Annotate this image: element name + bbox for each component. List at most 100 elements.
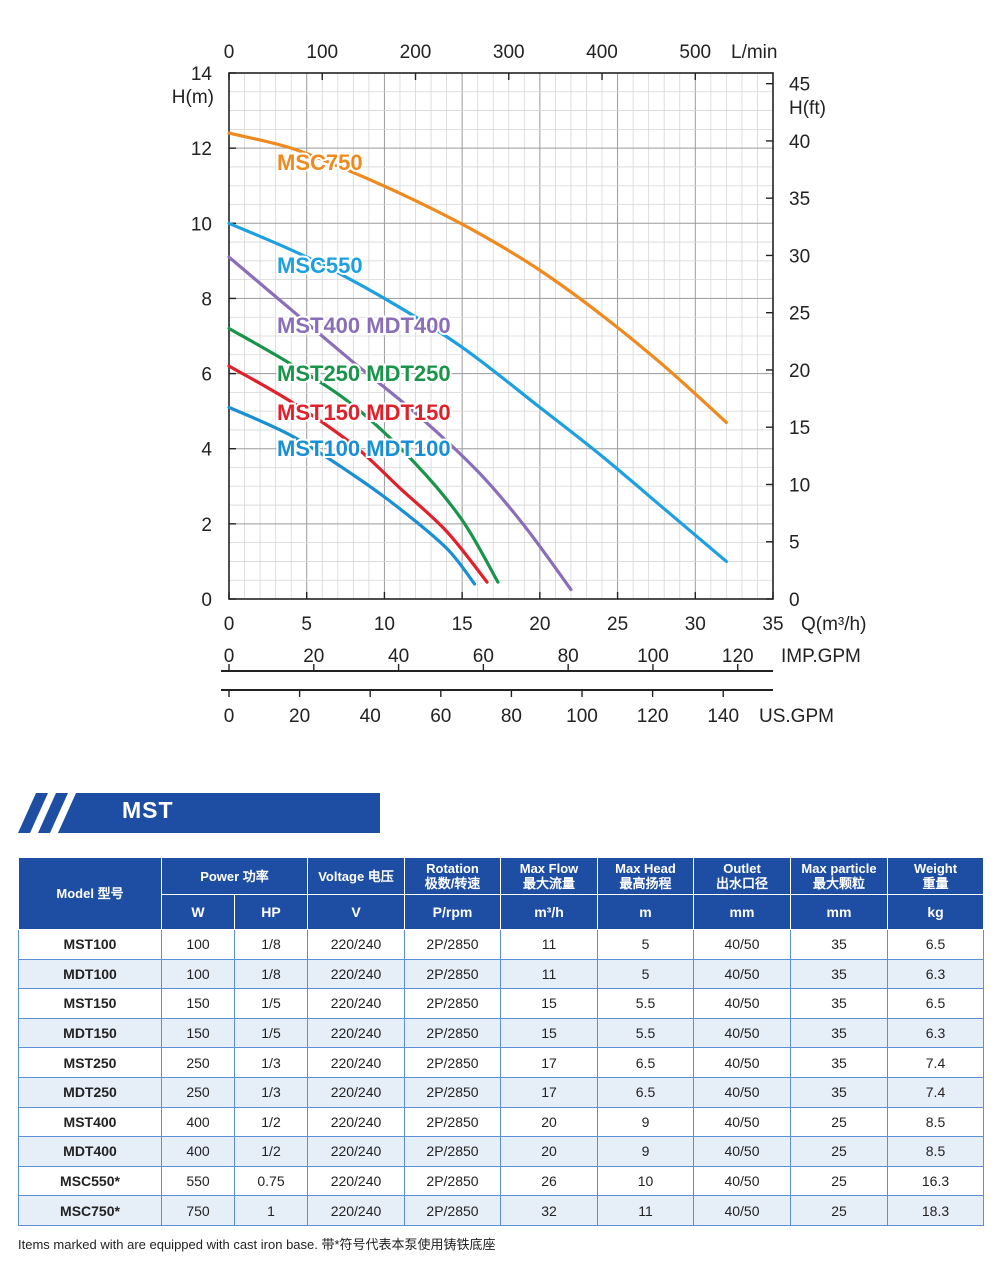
model-cell: MSC550* (18, 1166, 162, 1197)
top-tick-label: 100 (306, 42, 338, 63)
top-tick-label: 0 (224, 42, 235, 63)
imp-tick-label: 40 (388, 646, 409, 667)
table-cell: 2P/2850 (404, 1018, 501, 1049)
table-cell: 100 (161, 929, 235, 960)
table-cell: 20 (500, 1136, 598, 1167)
table-cell: 2P/2850 (404, 1047, 501, 1078)
table-cell: 2P/2850 (404, 988, 501, 1019)
series-label-mst150-mdt150: MST150 MDT150 (277, 400, 451, 425)
table-cell: 1/5 (234, 1018, 308, 1049)
us-tick-label: 140 (707, 706, 739, 727)
us-tick-label: 20 (289, 706, 310, 727)
header-unit-5: m (597, 894, 694, 930)
table-cell: 1/8 (234, 959, 308, 990)
top-tick-label: 300 (493, 42, 525, 63)
table-cell: 32 (500, 1195, 598, 1226)
table-cell: 18.3 (887, 1195, 984, 1226)
header-unit-0: W (161, 894, 235, 930)
table-cell: 17 (500, 1077, 598, 1108)
table-cell: 8.5 (887, 1107, 984, 1138)
table-cell: 7.4 (887, 1077, 984, 1108)
curve-mst250-mdt250 (227, 326, 500, 584)
table-cell: 35 (790, 988, 888, 1019)
table-row: MDT250 250 1/3 220/240 2P/2850 17 6.5 40/50 35 7.… (18, 1077, 984, 1108)
table-cell: 40/50 (693, 1107, 791, 1138)
table-cell: 5 (597, 959, 694, 990)
spec-table-body: MST100 100 1/8 220/240 2P/2850 11 5 40/50 35 6.5 M… (18, 929, 984, 1226)
table-cell: 2P/2850 (404, 1166, 501, 1197)
x-tick-label: 10 (374, 614, 395, 635)
us-tick-label: 40 (360, 706, 381, 727)
table-row: MDT100 100 1/8 220/240 2P/2850 11 5 40/50 35 6.3 (18, 959, 984, 990)
imp-tick-label: 100 (637, 646, 669, 667)
series-label-msc550: MSC550 (277, 253, 363, 278)
y-tick-label: 8 (201, 289, 212, 310)
header-unit-6: mm (693, 894, 791, 930)
table-cell: 220/240 (307, 1018, 405, 1049)
table-cell: 15 (500, 988, 598, 1019)
table-cell: 1 (234, 1195, 308, 1226)
top-tick-label: 400 (586, 42, 618, 63)
imp-tick-label: 60 (473, 646, 494, 667)
us-axis-label: US.GPM (759, 706, 834, 727)
header-col-2: Voltage 电压 (307, 857, 405, 895)
footnote: Items marked with are equipped with cast… (18, 1237, 496, 1252)
chart-series-curves (227, 131, 728, 592)
table-cell: 11 (500, 959, 598, 990)
x-tick-label: 0 (224, 614, 235, 635)
table-cell: 20 (500, 1107, 598, 1138)
us-tick-label: 0 (224, 706, 235, 727)
x-tick-label: 5 (301, 614, 312, 635)
table-cell: 220/240 (307, 1077, 405, 1108)
banner-stripe-3 (58, 793, 86, 833)
table-row: MST400 400 1/2 220/240 2P/2850 20 9 40/50 25 8.5 (18, 1107, 984, 1138)
x-tick-label: 25 (607, 614, 628, 635)
x-tick-label: 15 (452, 614, 473, 635)
table-cell: 220/240 (307, 959, 405, 990)
table-cell: 1/5 (234, 988, 308, 1019)
header-power: Power 功率 (161, 857, 308, 895)
right-axis-label: H(ft) (789, 98, 826, 119)
series-label-msc750: MSC750 (277, 150, 363, 175)
right-tick-label: 20 (789, 361, 810, 382)
curve-msc750 (227, 131, 728, 425)
header-unit-1: HP (234, 894, 308, 930)
table-cell: 25 (790, 1166, 888, 1197)
header-unit-7: mm (790, 894, 888, 930)
table-cell: 220/240 (307, 1195, 405, 1226)
table-cell: 250 (161, 1077, 235, 1108)
table-cell: 35 (790, 959, 888, 990)
table-cell: 15 (500, 1018, 598, 1049)
right-tick-label: 30 (789, 246, 810, 267)
header-col-3: Rotation 极数/转速 (404, 857, 501, 895)
table-cell: 6.3 (887, 959, 984, 990)
table-cell: 40/50 (693, 1195, 791, 1226)
table-cell: 220/240 (307, 1136, 405, 1167)
header-col-7: Max particle 最大颗粒 (790, 857, 888, 895)
header-unit-4: m³/h (500, 894, 598, 930)
table-cell: 7.4 (887, 1047, 984, 1078)
table-cell: 6.5 (597, 1047, 694, 1078)
header-unit-2: V (307, 894, 405, 930)
chart-series-labels: MSC750 MSC550 MST400 MDT400 MST250 MDT250 MS… (275, 148, 453, 463)
table-row: MST100 100 1/8 220/240 2P/2850 11 5 40/50 35 6.5 (18, 929, 984, 960)
right-tick-label: 40 (789, 132, 810, 153)
table-cell: 220/240 (307, 1047, 405, 1078)
table-cell: 8.5 (887, 1136, 984, 1167)
right-tick-label: 10 (789, 475, 810, 496)
curve-mst150-mdt150 (227, 364, 489, 584)
curve-msc550 (227, 221, 728, 564)
right-tick-label: 25 (789, 304, 810, 325)
table-cell: 40/50 (693, 1166, 791, 1197)
table-row: MSC750* 750 1 220/240 2P/2850 32 11 40/50 25 18.3 (18, 1195, 984, 1226)
table-cell: 6.5 (887, 988, 984, 1019)
table-cell: 40/50 (693, 1077, 791, 1108)
table-cell: 750 (161, 1195, 235, 1226)
table-cell: 10 (597, 1166, 694, 1197)
model-cell: MST400 (18, 1107, 162, 1138)
table-cell: 100 (161, 959, 235, 990)
table-cell: 35 (790, 1047, 888, 1078)
table-cell: 150 (161, 1018, 235, 1049)
right-tick-label: 15 (789, 418, 810, 439)
us-tick-label: 80 (501, 706, 522, 727)
